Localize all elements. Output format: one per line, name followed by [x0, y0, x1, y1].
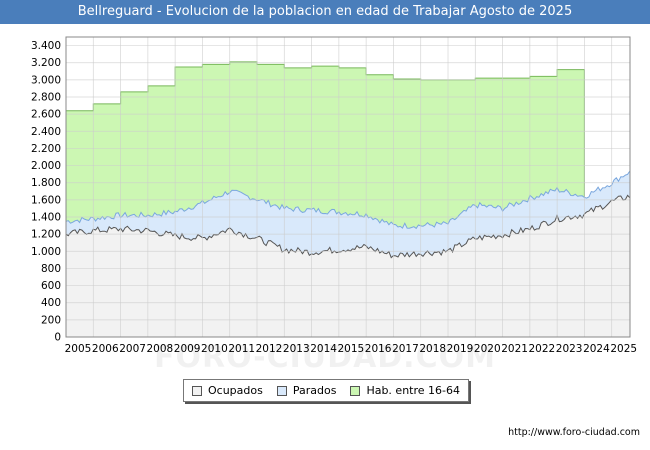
series-ocupados-area: [66, 195, 630, 337]
legend-item-ocupados: Ocupados: [191, 384, 263, 397]
x-tick-label: 2008: [146, 343, 173, 355]
legend-swatch-habitantes: [350, 385, 361, 396]
legend-label-ocupados: Ocupados: [207, 384, 263, 397]
y-tick-label: 1.600: [31, 194, 61, 206]
legend-swatch-ocupados: [191, 385, 202, 396]
x-tick-label: 2018: [419, 343, 446, 355]
y-tick-label: 1.000: [31, 246, 61, 258]
x-tick-label: 2015: [337, 343, 364, 355]
source-link[interactable]: http://www.foro-ciudad.com: [508, 427, 640, 438]
x-tick-label: 2007: [119, 343, 146, 355]
y-tick-label: 800: [41, 263, 61, 275]
x-tick-label: 2017: [392, 343, 419, 355]
legend-label-parados: Parados: [292, 384, 337, 397]
y-tick-label: 0: [54, 332, 61, 344]
legend-swatch-parados: [276, 385, 287, 396]
x-tick-label: 2021: [501, 343, 528, 355]
x-tick-label: 2019: [447, 343, 474, 355]
y-tick-label: 2.200: [31, 143, 61, 155]
x-tick-label: 2006: [92, 343, 119, 355]
legend-item-habitantes: Hab. entre 16-64: [350, 384, 460, 397]
x-tick-label: 2009: [174, 343, 201, 355]
legend: Ocupados Parados Hab. entre 16-64: [183, 379, 469, 402]
y-tick-label: 2.800: [31, 92, 61, 104]
y-tick-label: 3.000: [31, 74, 61, 86]
x-tick-label: 2020: [474, 343, 501, 355]
y-tick-label: 3.200: [31, 57, 61, 69]
y-tick-label: 400: [41, 297, 61, 309]
legend-label-habitantes: Hab. entre 16-64: [366, 384, 460, 397]
series-ocupados-line: [65, 194, 631, 259]
x-tick-label: 2012: [256, 343, 283, 355]
x-tick-label: 2025: [610, 343, 637, 355]
series-parados-line: [65, 170, 631, 230]
x-tick-label: 2010: [201, 343, 228, 355]
x-tick-label: 2024: [583, 343, 610, 355]
y-tick-label: 1.400: [31, 212, 61, 224]
y-tick-label: 1.200: [31, 229, 61, 241]
x-tick-label: 2013: [283, 343, 310, 355]
x-tick-label: 2011: [228, 343, 255, 355]
y-tick-label: 200: [41, 314, 61, 326]
x-tick-label: 2022: [528, 343, 555, 355]
y-tick-label: 1.800: [31, 177, 61, 189]
y-tick-label: 2.000: [31, 160, 61, 172]
y-tick-label: 2.600: [31, 109, 61, 121]
x-tick-label: 2014: [310, 343, 337, 355]
y-tick-label: 3.400: [31, 40, 61, 52]
x-tick-label: 2005: [65, 343, 92, 355]
legend-item-parados: Parados: [276, 384, 337, 397]
x-tick-label: 2016: [365, 343, 392, 355]
chart-title: Bellreguard - Evolucion de la poblacion …: [0, 0, 650, 24]
y-tick-label: 2.400: [31, 126, 61, 138]
watermark-text: FORO-CIUDAD.COM: [154, 340, 496, 375]
plot-border: [65, 36, 631, 338]
x-tick-label: 2023: [556, 343, 583, 355]
y-tick-label: 600: [41, 280, 61, 292]
